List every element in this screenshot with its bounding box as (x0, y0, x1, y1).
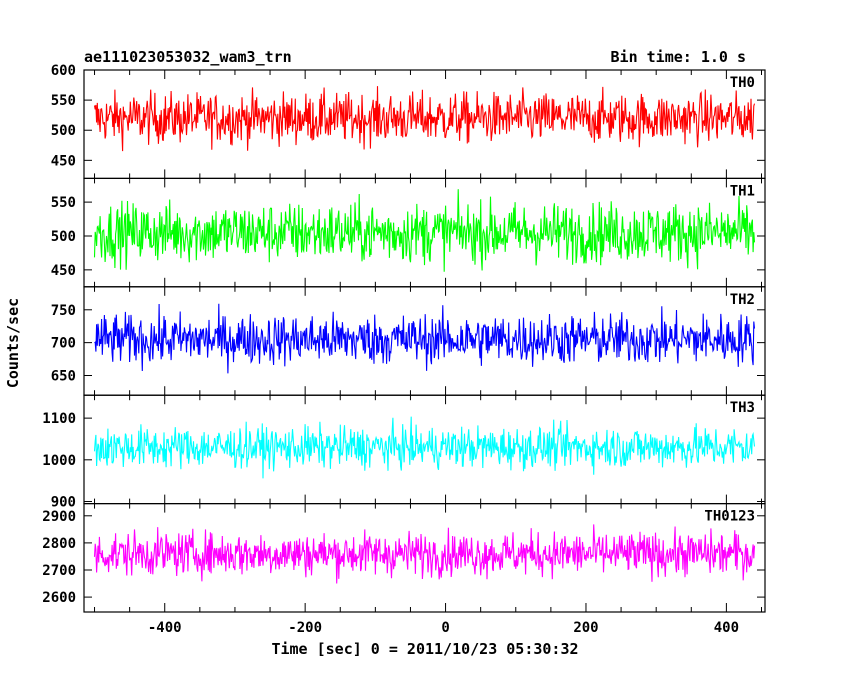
panel-th0123: TH0123 2600 2700 2800 2900 (42, 503, 766, 613)
x-axis-label: Time [sec] 0 = 2011/10/23 05:30:32 (271, 640, 578, 658)
panel-label: TH3 (730, 400, 755, 416)
y-tick-label: 500 (51, 229, 76, 245)
panel-label: TH0123 (704, 509, 755, 525)
panel-th2: TH2 650 700 750 (51, 286, 766, 396)
y-tick-label: 700 (51, 336, 76, 352)
x-tick-label: -400 (148, 620, 182, 636)
y-tick-label: 650 (51, 368, 76, 384)
panel-th1: TH1 450 500 550 (51, 177, 766, 288)
y-tick-label: 1100 (42, 411, 76, 427)
bin-time-label: Bin time: 1.0 s (611, 48, 746, 66)
series-line-th3 (93, 416, 756, 479)
series-line-th0123 (93, 524, 756, 584)
panel-label: TH0 (730, 75, 755, 91)
x-tick-label: 0 (441, 620, 449, 636)
panel-label: TH1 (730, 183, 755, 199)
y-tick-label: 750 (51, 303, 76, 319)
y-axis-label: Counts/sec (4, 298, 22, 388)
panels-group: TH0450500550600TH1450500550TH2650700750T… (42, 63, 766, 636)
y-tick-label: 2600 (42, 590, 76, 606)
panel-frame (83, 503, 766, 613)
y-tick-label: 450 (51, 153, 76, 169)
y-tick-label: 450 (51, 263, 76, 279)
y-tick-label: 2700 (42, 563, 76, 579)
x-tick-label: 400 (714, 620, 739, 636)
y-tick-label: 1000 (42, 453, 76, 469)
series-line-th2 (94, 303, 756, 374)
x-tick-label: -200 (288, 620, 322, 636)
y-tick-label: 500 (51, 123, 76, 139)
y-tick-label: 2800 (42, 536, 76, 552)
panel-th0: TH0 450 500 550 600 (51, 63, 766, 180)
y-tick-label: 900 (51, 495, 76, 511)
series-line-th0 (93, 86, 756, 152)
series-line-th1 (93, 189, 756, 272)
panel-th3: TH3 900 1000 1100 (42, 394, 766, 511)
x-tick-label: 200 (573, 620, 598, 636)
y-tick-label: 2900 (42, 509, 76, 525)
y-tick-label: 550 (51, 195, 76, 211)
y-tick-label: 550 (51, 93, 76, 109)
figure-title: ae111023053032_wam3_trn (84, 48, 292, 66)
panel-label: TH2 (730, 292, 755, 308)
y-tick-label: 600 (51, 63, 76, 79)
